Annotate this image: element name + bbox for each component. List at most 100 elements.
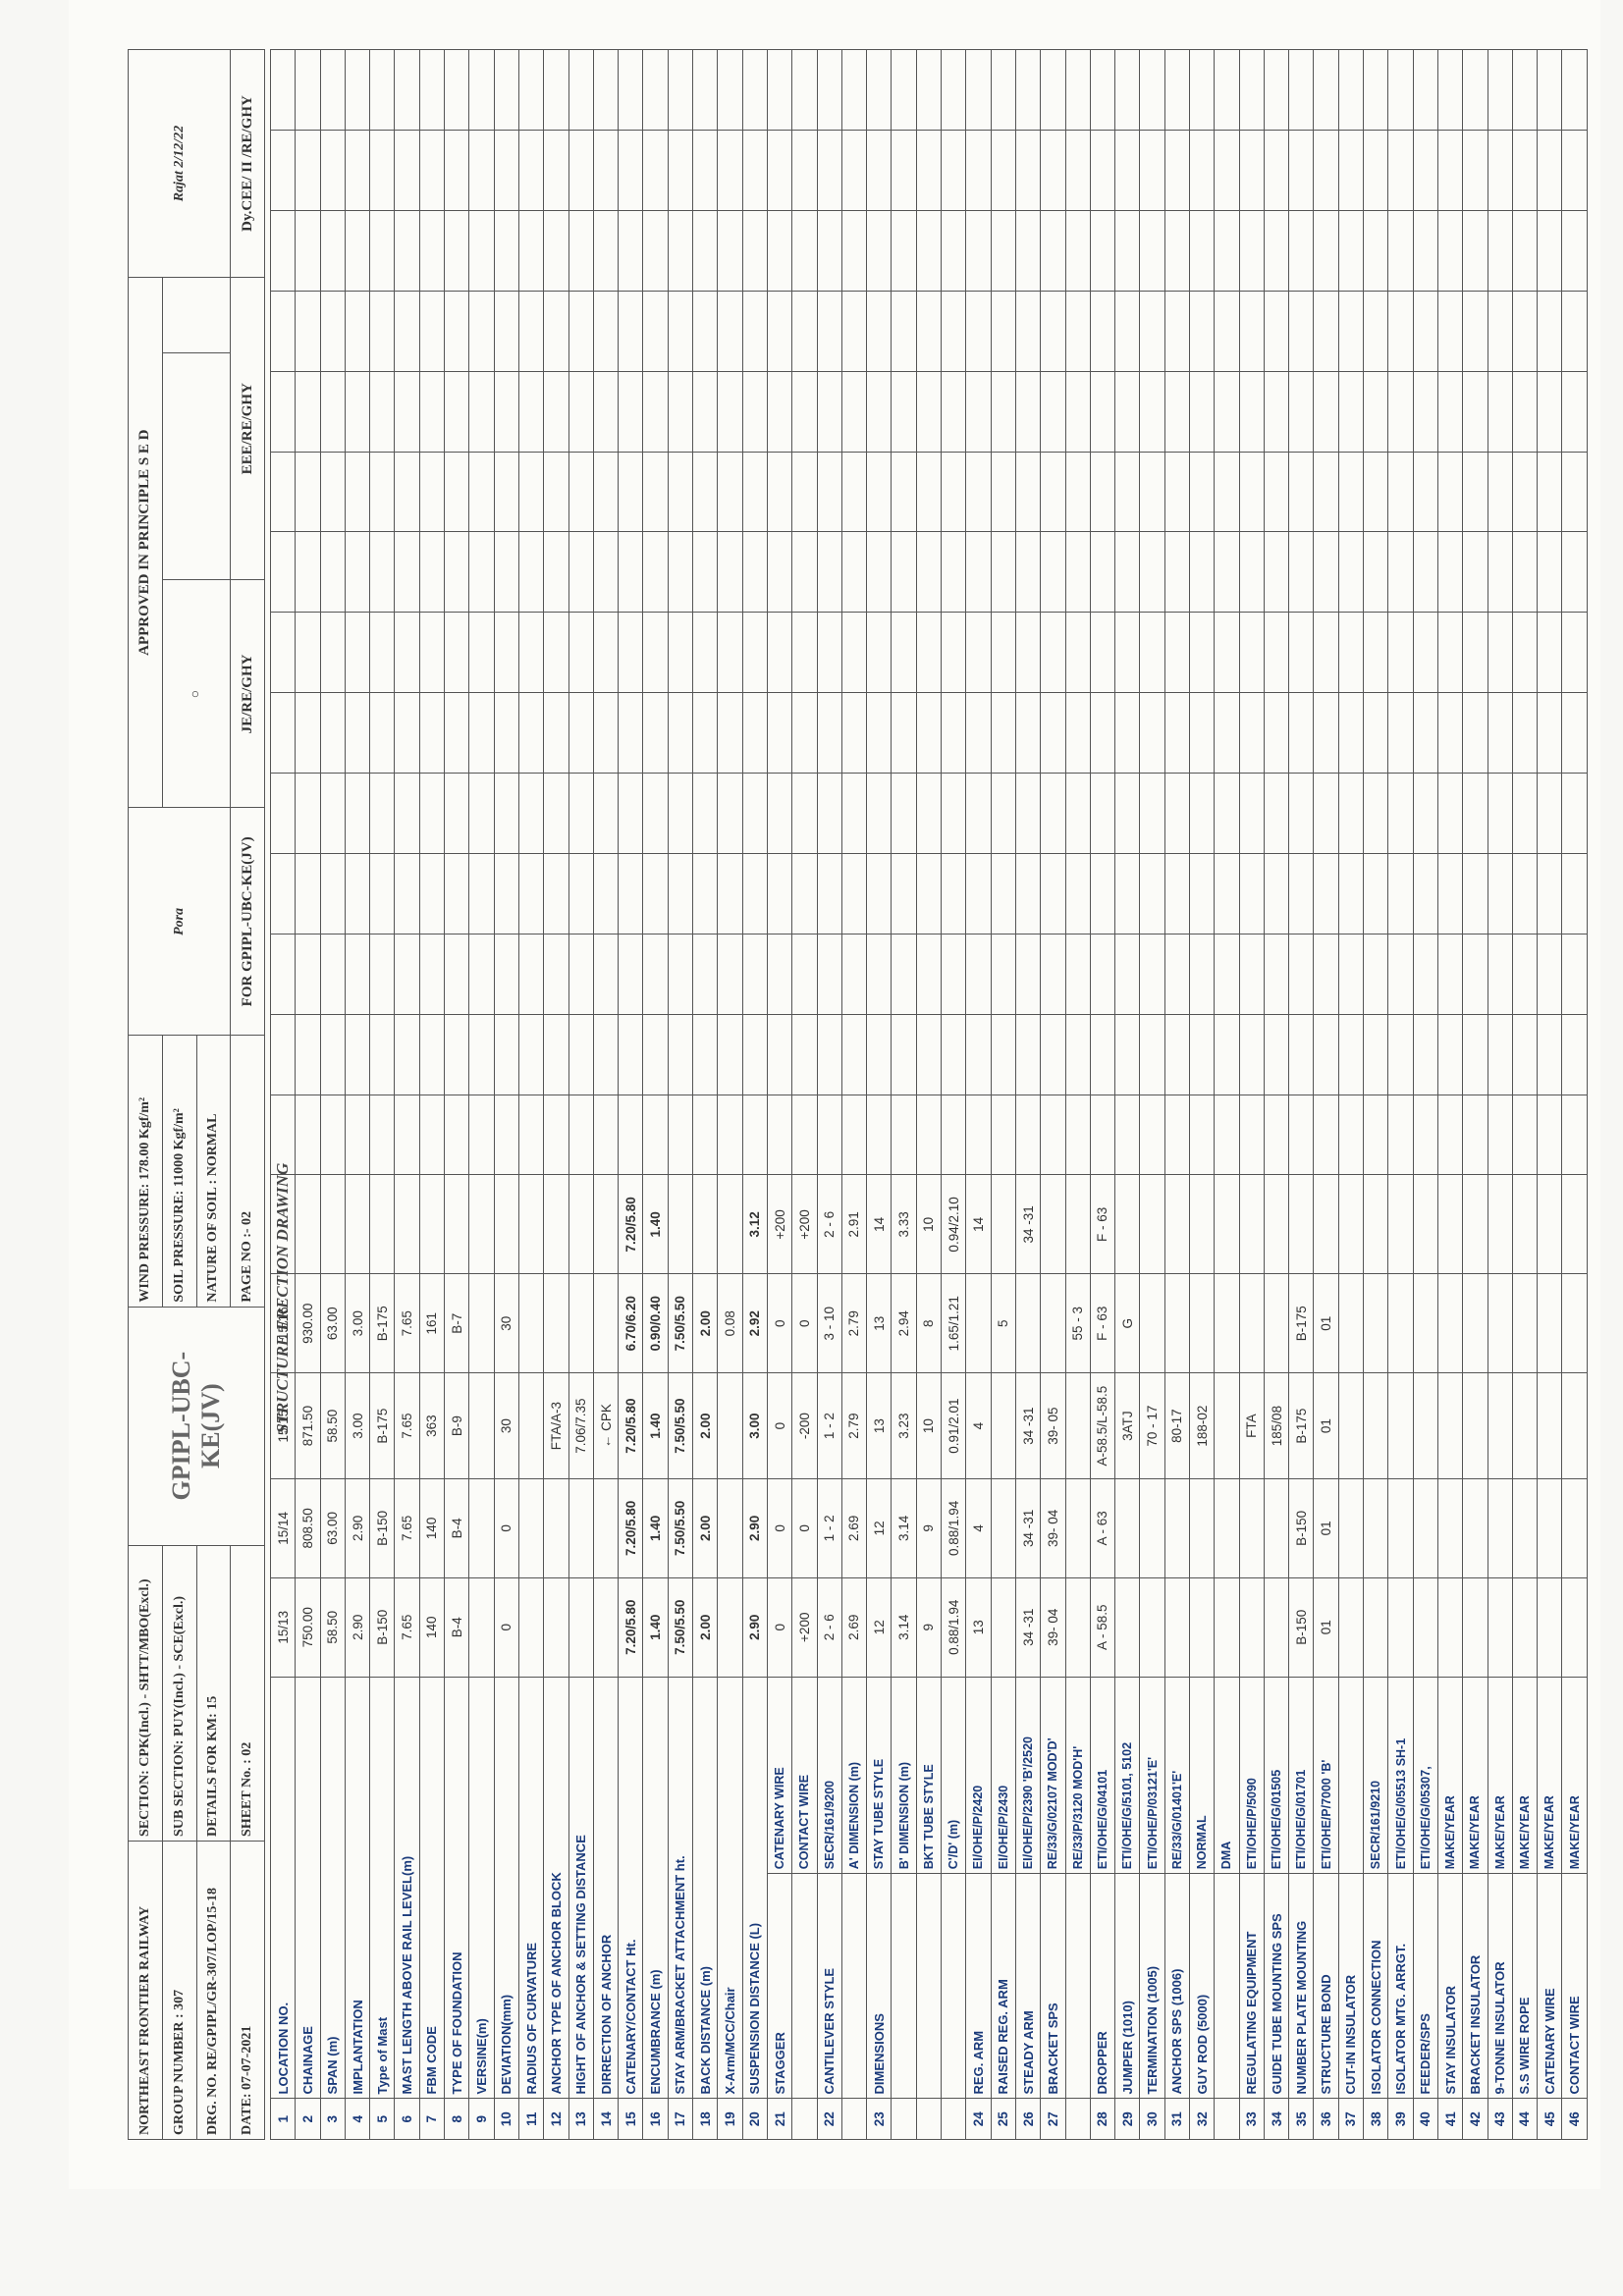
empty-cell [1314, 774, 1338, 854]
empty-cell [619, 613, 643, 693]
empty-cell [1090, 532, 1114, 613]
empty-cell [1189, 452, 1214, 532]
empty-cell [966, 934, 991, 1014]
row-number [792, 2099, 817, 2140]
empty-cell [668, 774, 692, 854]
value-cell [1413, 1373, 1437, 1479]
empty-cell [991, 934, 1015, 1014]
empty-cell [1090, 210, 1114, 291]
empty-cell [916, 1095, 941, 1175]
empty-cell [419, 934, 444, 1014]
empty-cell [1338, 452, 1363, 532]
value-cell [1338, 1274, 1363, 1373]
value-cell [370, 1175, 395, 1274]
empty-cell [568, 1095, 593, 1175]
empty-cell [742, 934, 767, 1014]
value-cell [1239, 1175, 1264, 1274]
parameter-label: ISOLATOR MTG. ARRGT. [1388, 1874, 1413, 2099]
empty-cell [568, 1014, 593, 1095]
empty-cell [1388, 131, 1413, 211]
value-cell: 0 [767, 1373, 791, 1479]
empty-cell [271, 131, 296, 211]
empty-cell [544, 1014, 568, 1095]
row-number: 21 [767, 2099, 791, 2140]
sub-parameter-label: RE/33/P/3120 MOD'H' [1065, 1677, 1090, 1874]
value-cell: 0 [767, 1478, 791, 1577]
empty-cell [792, 853, 817, 934]
empty-cell [892, 1095, 916, 1175]
empty-cell [1189, 693, 1214, 774]
empty-cell [1512, 210, 1537, 291]
sub-parameter-label: MAKE/YEAR [1463, 1677, 1488, 1874]
value-cell: 30 [494, 1274, 518, 1373]
parameter-label: CANTILEVER STYLE [817, 1874, 841, 2099]
value-cell: 9 [916, 1577, 941, 1677]
table-row: B' DIMENSION (m)3.143.143.232.943.33 [892, 50, 916, 2140]
empty-cell [1015, 693, 1040, 774]
value-cell: 7.65 [395, 1274, 419, 1373]
table-row: 22CANTILEVER STYLESECR/161/92002 - 61 - … [817, 50, 841, 2140]
empty-cell [966, 452, 991, 532]
value-cell [469, 1478, 494, 1577]
value-cell [1189, 1577, 1214, 1677]
empty-cell [643, 210, 668, 291]
empty-cell [792, 613, 817, 693]
parameter-label: DEVIATION(mm) [494, 1677, 518, 2099]
empty-cell [668, 131, 692, 211]
table-row: 26STEADY ARMEI/OHE/P/2390 'B'/252034 -31… [1015, 50, 1040, 2140]
empty-cell [1041, 50, 1065, 131]
empty-cell [1189, 131, 1214, 211]
empty-cell [942, 50, 966, 131]
table-row: A' DIMENSION (m)2.692.692.792.792.91 [841, 50, 866, 2140]
empty-cell [1065, 210, 1090, 291]
value-cell [1488, 1274, 1512, 1373]
empty-cell [718, 131, 742, 211]
empty-cell [1562, 291, 1587, 371]
empty-cell [544, 291, 568, 371]
empty-cell [1264, 613, 1288, 693]
empty-cell [942, 532, 966, 613]
value-cell: 58.50 [320, 1577, 345, 1677]
empty-cell [1562, 1014, 1587, 1095]
value-cell [1065, 1373, 1090, 1479]
empty-cell [1239, 613, 1264, 693]
value-cell [544, 1274, 568, 1373]
empty-cell [395, 774, 419, 854]
empty-cell [469, 693, 494, 774]
empty-cell [767, 291, 791, 371]
sheet-number: SHEET No. : 02 [231, 1545, 265, 1841]
empty-cell [643, 853, 668, 934]
empty-cell [619, 1095, 643, 1175]
empty-cell [817, 210, 841, 291]
value-cell: 7.65 [395, 1577, 419, 1677]
value-cell: 2.00 [693, 1577, 718, 1677]
empty-cell [841, 934, 866, 1014]
soil-pressure: SOIL PRESSURE: 11000 Kgf/m² [162, 1036, 196, 1307]
value-cell: 01 [1314, 1577, 1338, 1677]
parameter-label: S.S WIRE ROPE [1512, 1874, 1537, 2099]
subsection-text: SUB SECTION: PUY(Incl.) - SCE(Excl.) [162, 1545, 196, 1841]
empty-cell [841, 1014, 866, 1095]
table-row: 10DEVIATION(mm)003030 [494, 50, 518, 2140]
sub-parameter-label: RE/33/G/02107 MOD'D' [1041, 1677, 1065, 1874]
empty-cell [469, 1095, 494, 1175]
empty-cell [1015, 934, 1040, 1014]
empty-cell [1215, 1014, 1239, 1095]
value-cell [991, 1478, 1015, 1577]
sub-parameter-label: STAY TUBE STYLE [867, 1677, 892, 1874]
empty-cell [991, 50, 1015, 131]
value-cell: 750.00 [296, 1577, 320, 1677]
empty-cell [1015, 50, 1040, 131]
sub-parameter-label: ETI/OHE/P/7000 'B' [1314, 1677, 1338, 1874]
empty-cell [1289, 210, 1314, 291]
empty-cell [370, 853, 395, 934]
empty-cell [1314, 1095, 1338, 1175]
empty-cell [1140, 532, 1164, 613]
empty-cell [792, 532, 817, 613]
empty-cell [1314, 613, 1338, 693]
row-number: 15 [619, 2099, 643, 2140]
value-cell: 63.00 [320, 1478, 345, 1577]
empty-cell [1538, 853, 1562, 934]
empty-cell [892, 853, 916, 934]
value-cell [718, 1373, 742, 1479]
